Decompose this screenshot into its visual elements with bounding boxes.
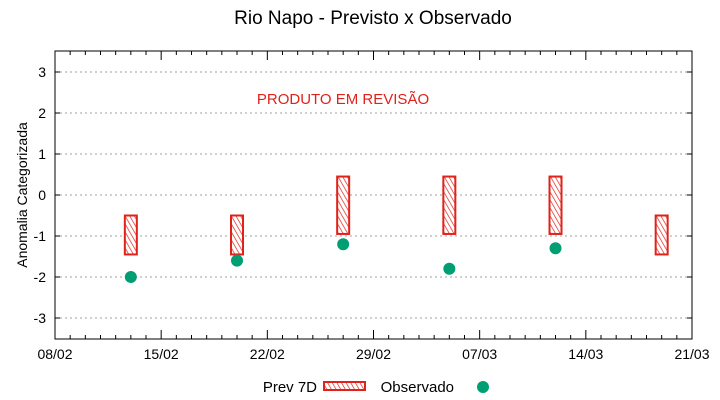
forecast-bar [654,214,669,256]
observed-point [124,271,137,283]
y-tick-label: 3 [38,64,46,80]
forecast-bar [123,214,138,256]
observed-point [443,262,456,275]
legend: Prev 7D Observado [263,379,489,396]
grid-lines [55,71,692,319]
x-tick-label: 07/03 [462,346,497,362]
y-axis-label-text: Anomalia Categorizada [14,122,30,268]
observed-point [337,238,350,251]
revision-notice: PRODUTO EM REVISÃO [257,91,429,108]
forecast-bar [336,175,351,235]
observed-point [549,242,562,255]
x-tick-label: 22/02 [250,346,285,362]
y-axis-label: Anomalia Categorizada [14,122,30,268]
y-tick-label: 0 [38,187,46,203]
y-tick-label: -3 [34,310,47,326]
forecast-bar [442,175,457,235]
axes: -3 -2 -1 0 1 2 3 08/02 15/02 22/02 29/02 07/03 14/03… [34,50,710,362]
x-tick-label: 08/02 [37,346,72,362]
x-tick-label: 21/03 [674,346,709,362]
observado-series [124,238,562,283]
y-tick-label: 2 [38,105,46,121]
prev-7d-series [123,175,669,256]
x-tick-label: 29/02 [356,346,391,362]
y-tick-label: 1 [38,146,46,162]
forecast-bar [548,175,563,235]
legend-obs-marker [477,381,489,393]
observed-point [231,254,243,267]
annotation: PRODUTO EM REVISÃO [257,91,429,108]
x-tick-label: 14/03 [568,346,603,362]
y-tick-label: -2 [34,269,47,285]
forecast-bar [230,214,244,256]
x-tick-label: 15/02 [144,346,179,362]
legend-obs-label: Observado [381,379,454,396]
legend-prev-swatch [323,381,366,391]
y-tick-label: -1 [34,228,47,244]
legend-prev-label: Prev 7D [263,379,317,396]
chart-title: Rio Napo - Previsto x Observado [234,8,512,29]
